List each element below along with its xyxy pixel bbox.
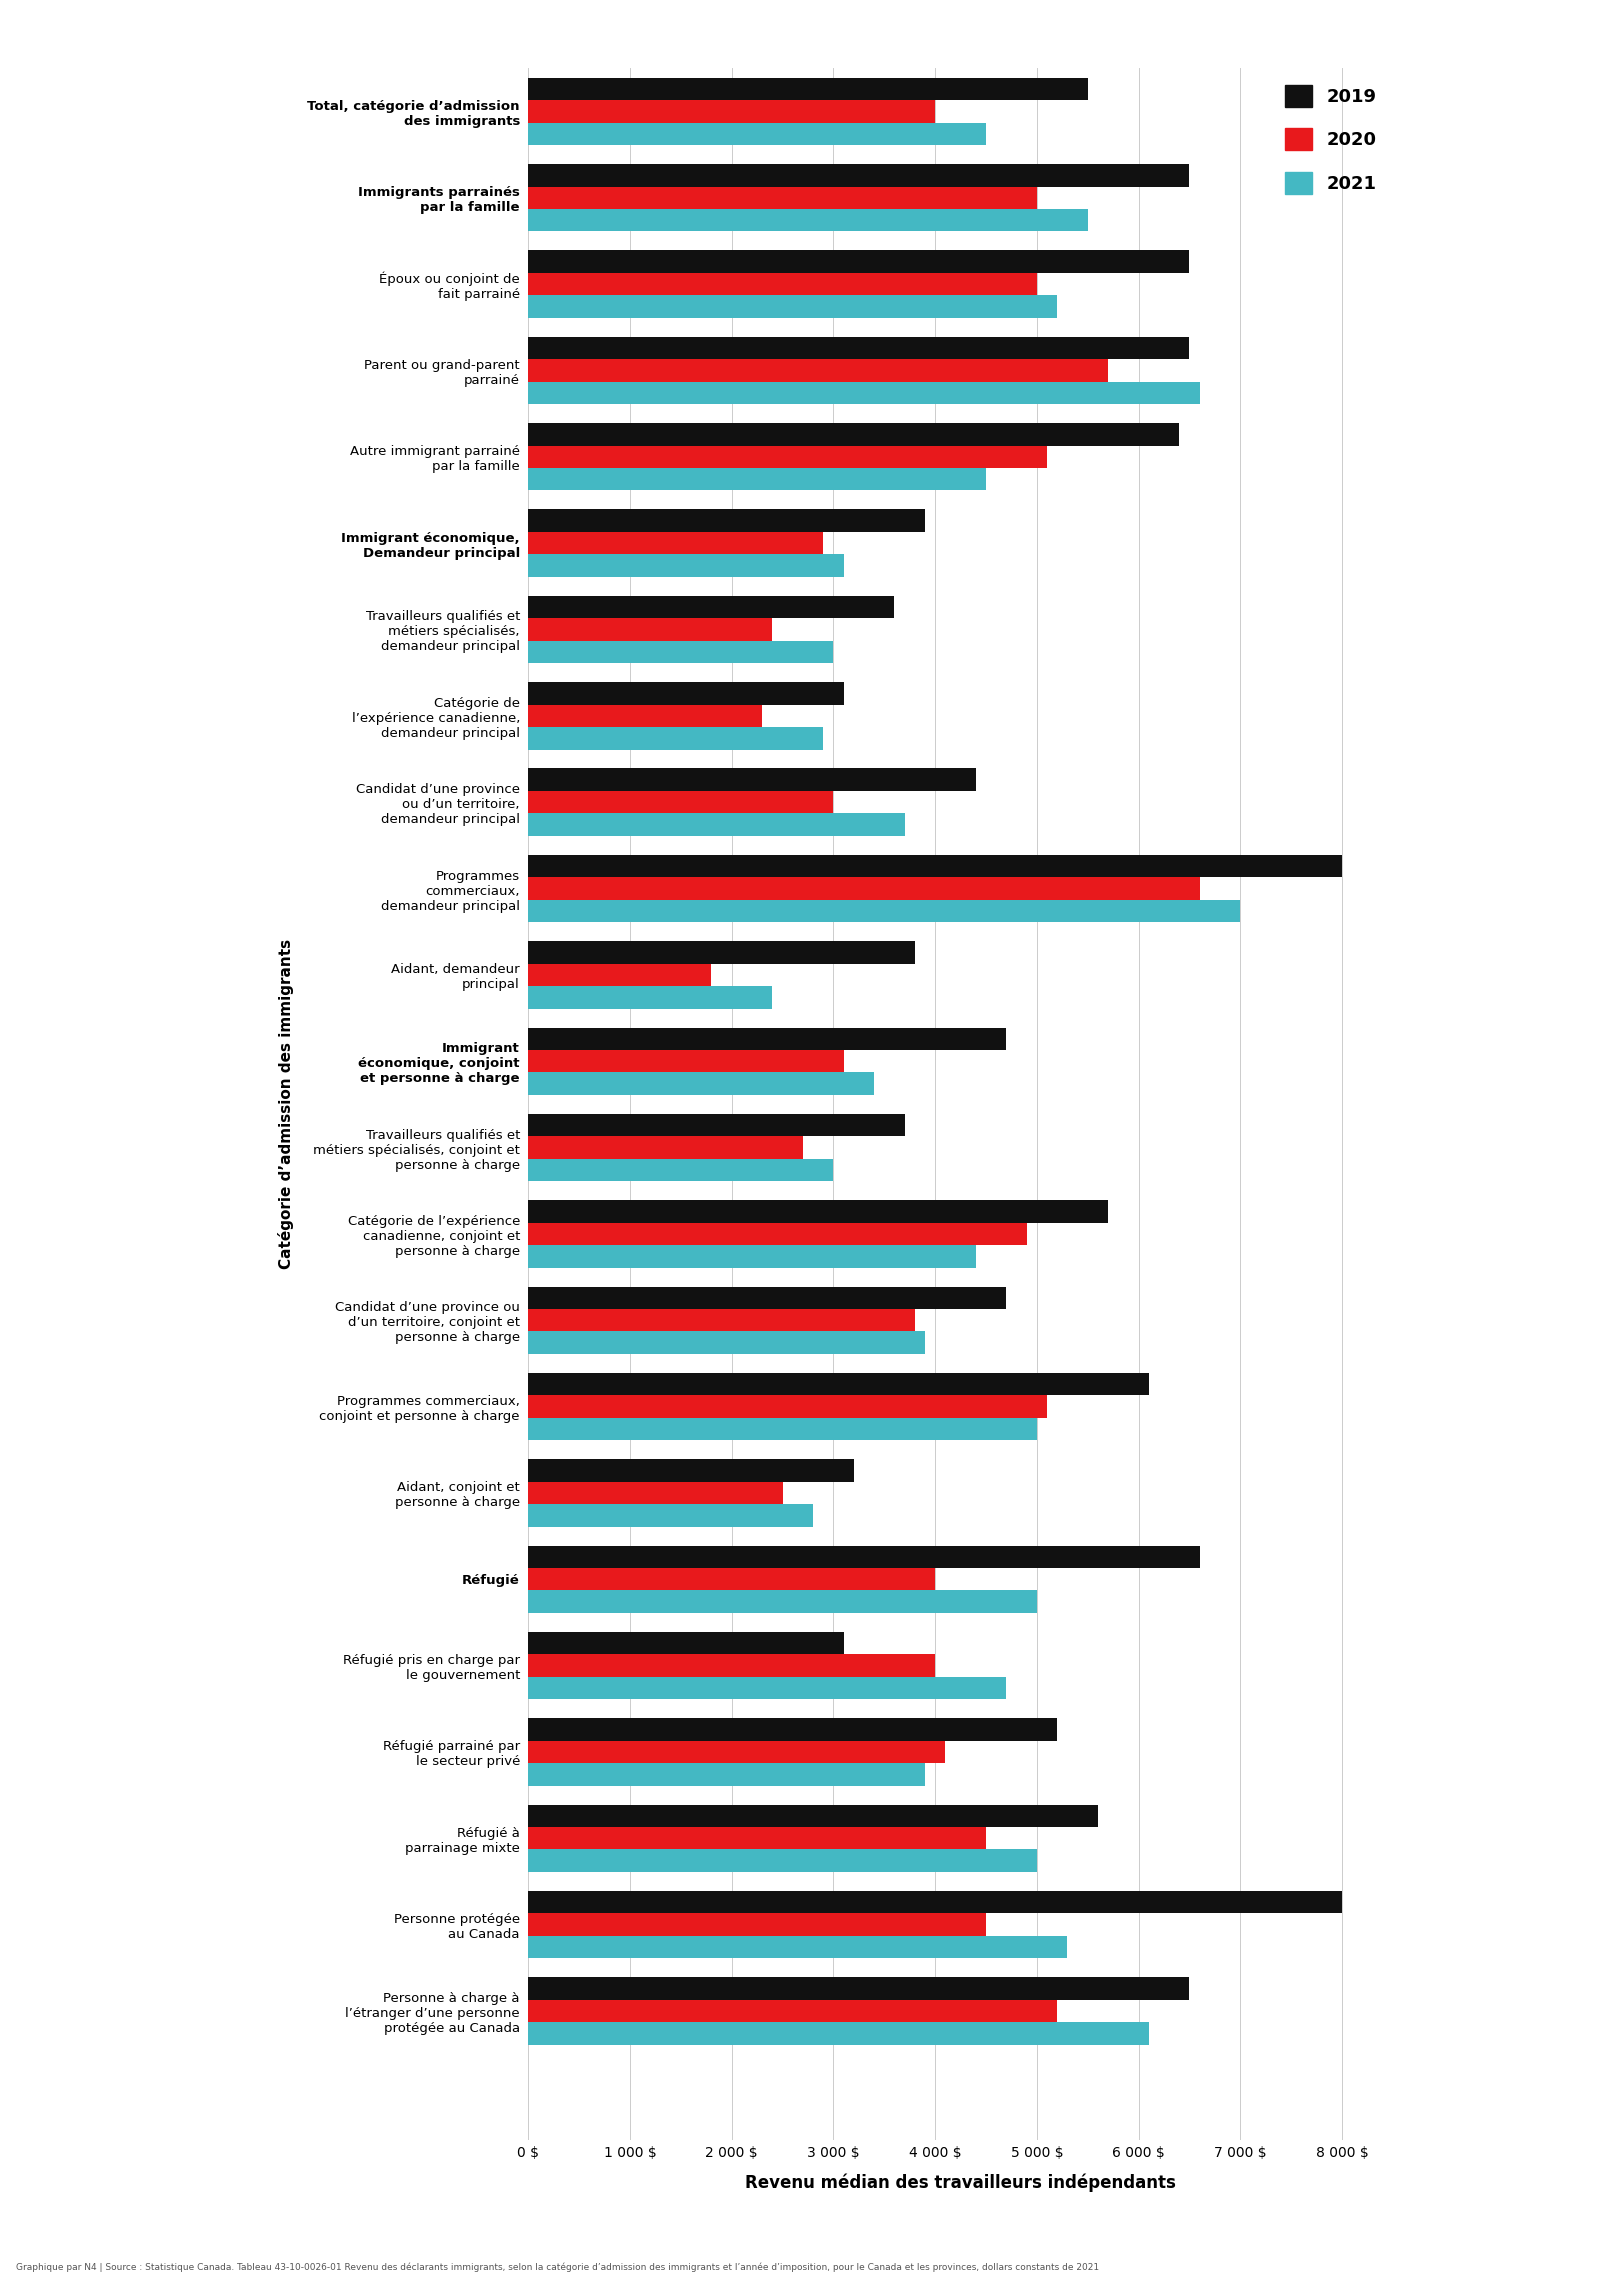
- Bar: [528, 164, 1190, 187]
- Bar: [528, 250, 1190, 273]
- Bar: [528, 1482, 783, 1505]
- Bar: [528, 77, 1087, 100]
- Bar: [528, 187, 1037, 209]
- Bar: [528, 619, 772, 640]
- Bar: [528, 683, 844, 704]
- Bar: [528, 640, 834, 663]
- Bar: [528, 209, 1087, 232]
- Bar: [528, 1373, 1150, 1396]
- Bar: [528, 1113, 905, 1136]
- Bar: [528, 1999, 1057, 2022]
- Bar: [528, 1246, 977, 1268]
- Bar: [528, 770, 977, 790]
- Bar: [528, 1460, 853, 1482]
- Bar: [528, 726, 823, 749]
- Bar: [528, 1159, 834, 1182]
- Bar: [528, 296, 1057, 319]
- Bar: [528, 2022, 1150, 2045]
- Y-axis label: Catégorie d’admission des immigrants: Catégorie d’admission des immigrants: [277, 940, 293, 1268]
- Bar: [528, 446, 1047, 469]
- Bar: [528, 790, 834, 813]
- Bar: [528, 1200, 1108, 1223]
- Text: Graphique par N4 | Source : Statistique Canada. Tableau 43-10-0026-01 Revenu des: Graphique par N4 | Source : Statistique …: [16, 2263, 1100, 2272]
- Bar: [528, 1676, 1007, 1699]
- Bar: [528, 1309, 914, 1332]
- Bar: [528, 1072, 874, 1095]
- Bar: [528, 1890, 1342, 1913]
- Bar: [528, 1419, 1037, 1439]
- Legend: 2019, 2020, 2021: 2019, 2020, 2021: [1278, 77, 1383, 200]
- Bar: [528, 877, 1199, 899]
- Bar: [528, 940, 914, 963]
- Bar: [528, 383, 1199, 403]
- Bar: [528, 1740, 945, 1762]
- Bar: [528, 360, 1108, 383]
- Bar: [528, 1806, 1098, 1826]
- Bar: [528, 1655, 935, 1676]
- Bar: [528, 1849, 1037, 1872]
- Bar: [528, 1589, 1037, 1612]
- Bar: [528, 1826, 986, 1849]
- Bar: [528, 1719, 1057, 1740]
- Bar: [528, 1505, 813, 1526]
- Bar: [528, 1287, 1007, 1309]
- Bar: [528, 1396, 1047, 1419]
- Bar: [528, 986, 772, 1009]
- Bar: [528, 1027, 1007, 1050]
- Bar: [528, 510, 925, 533]
- Bar: [528, 854, 1342, 877]
- Bar: [528, 553, 844, 576]
- Bar: [528, 337, 1190, 360]
- Bar: [528, 123, 986, 146]
- Bar: [528, 1136, 804, 1159]
- Bar: [528, 1223, 1026, 1246]
- Bar: [528, 1050, 844, 1072]
- X-axis label: Revenu médian des travailleurs indépendants: Revenu médian des travailleurs indépenda…: [744, 2175, 1177, 2193]
- Bar: [528, 533, 823, 553]
- Bar: [528, 1569, 935, 1589]
- Bar: [528, 1976, 1190, 1999]
- Bar: [528, 424, 1180, 446]
- Bar: [528, 1546, 1199, 1569]
- Bar: [528, 597, 895, 619]
- Bar: [528, 704, 762, 726]
- Bar: [528, 100, 935, 123]
- Bar: [528, 273, 1037, 296]
- Bar: [528, 813, 905, 836]
- Bar: [528, 469, 986, 490]
- Bar: [528, 963, 711, 986]
- Bar: [528, 1935, 1068, 1958]
- Bar: [528, 899, 1241, 922]
- Bar: [528, 1332, 925, 1355]
- Bar: [528, 1913, 986, 1935]
- Bar: [528, 1762, 925, 1785]
- Bar: [528, 1633, 844, 1655]
